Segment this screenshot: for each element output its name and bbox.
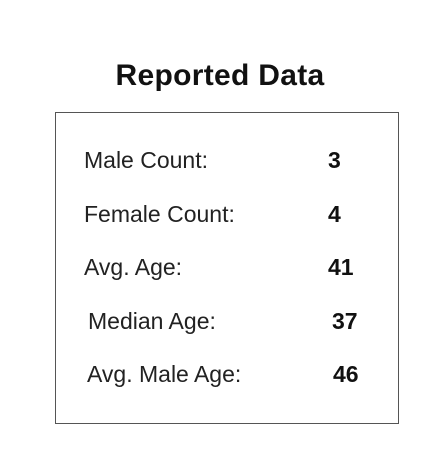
stat-row-female-count: Female Count: 4 xyxy=(84,199,384,229)
stat-label: Median Age: xyxy=(88,308,216,334)
stat-value: 37 xyxy=(332,308,358,334)
stat-label: Avg. Male Age: xyxy=(87,361,242,387)
stat-value: 3 xyxy=(328,147,341,173)
reported-data-title: Reported Data xyxy=(115,59,325,92)
stat-value: 41 xyxy=(328,254,354,280)
stat-label: Avg. Age: xyxy=(84,254,183,280)
stat-value: 4 xyxy=(328,201,341,227)
stat-label: Female Count: xyxy=(84,201,235,227)
stat-row-male-count: Male Count: 3 xyxy=(84,145,384,175)
stat-value: 46 xyxy=(333,361,359,387)
stat-row-median-age: Median Age: 37 xyxy=(88,306,388,336)
stat-row-avg-male-age: Avg. Male Age: 46 xyxy=(87,359,387,389)
stat-label: Male Count: xyxy=(84,147,209,173)
stat-row-avg-age: Avg. Age: 41 xyxy=(84,252,384,282)
reported-data-panel: Male Count: 3 Female Count: 4 Avg. Age: … xyxy=(55,112,399,424)
